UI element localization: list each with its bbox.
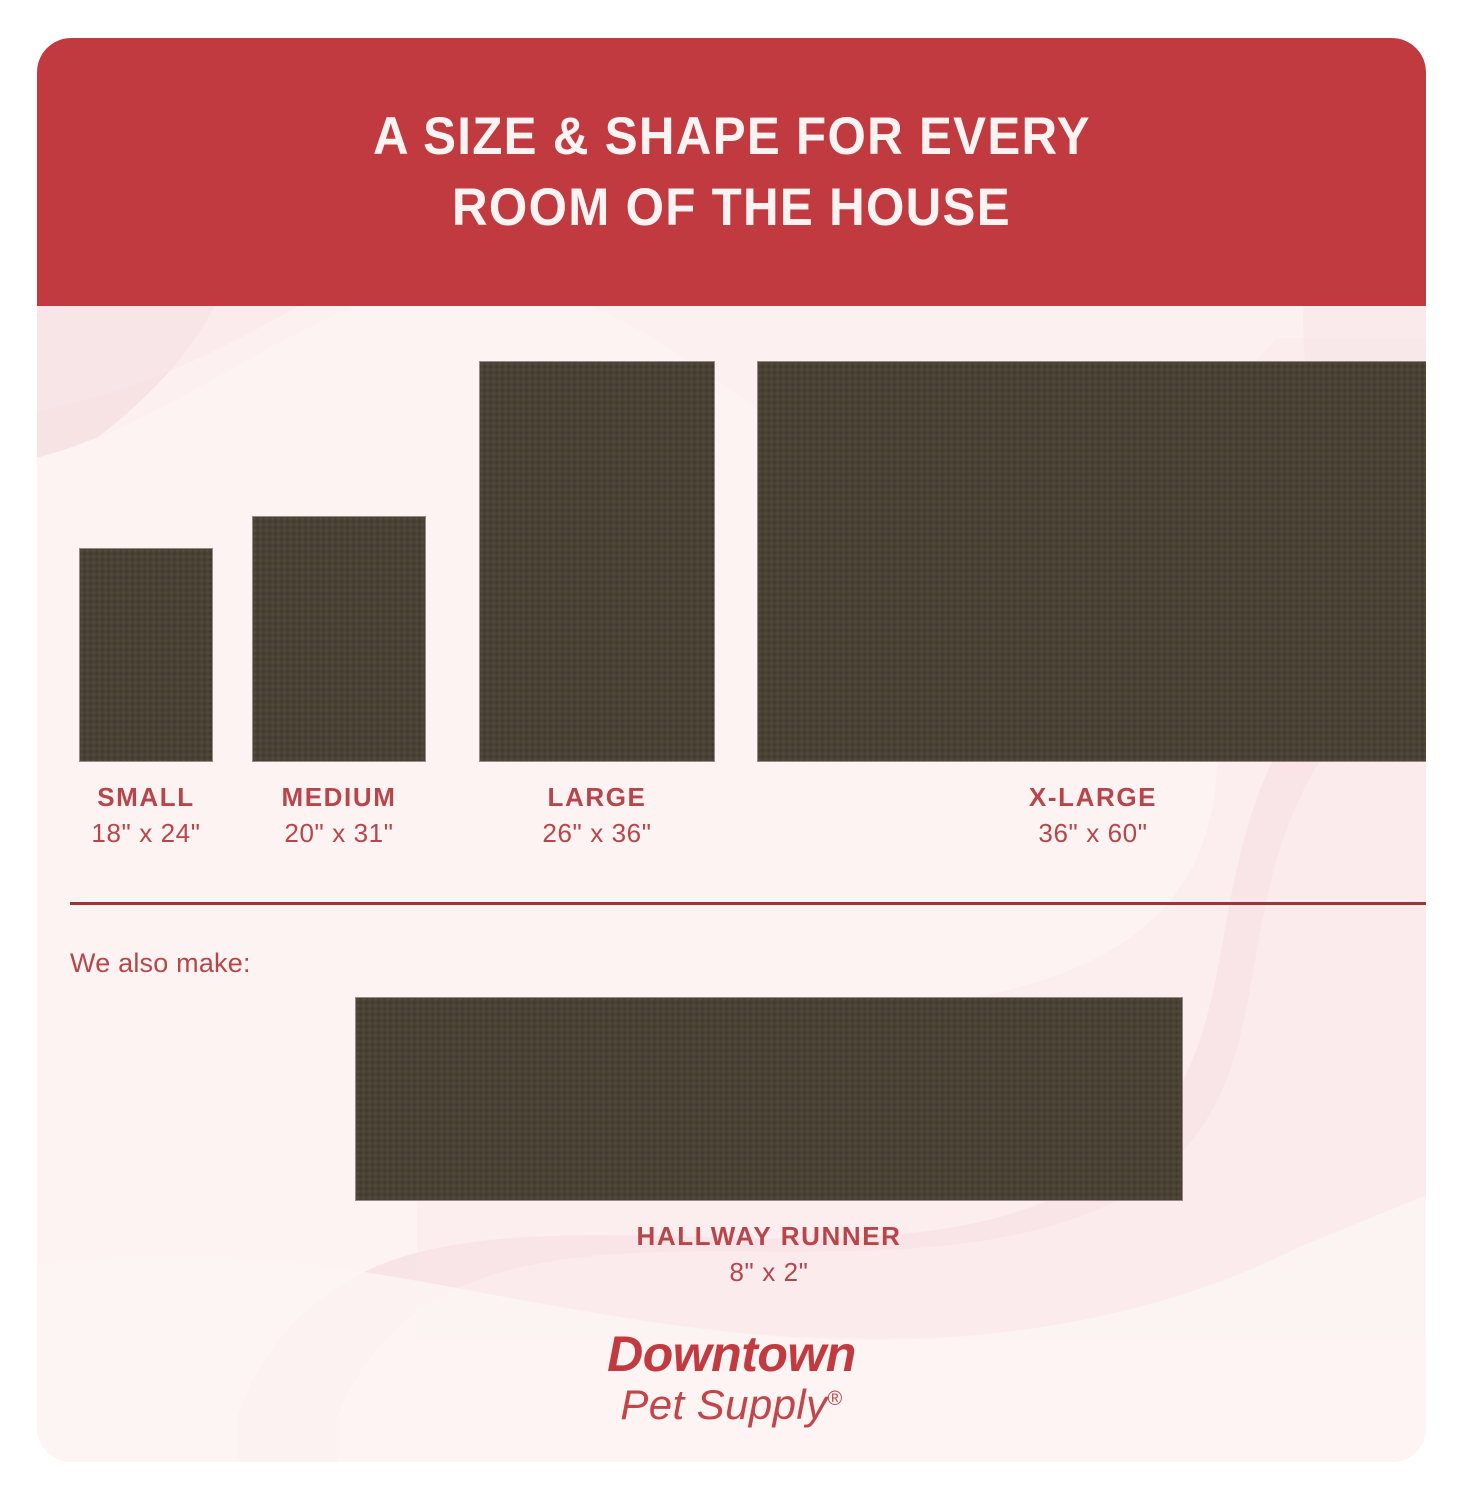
size-caption-xlarge: X-LARGE 36" x 60" [758,781,1426,849]
header-title-line-1: A SIZE & SHAPE FOR EVERY [372,106,1091,166]
size-label-large: LARGE [547,782,647,812]
size-caption-small: SMALL 18" x 24" [80,781,212,849]
size-label-medium: MEDIUM [281,782,397,812]
size-dims-small: 18" x 24" [91,818,201,849]
size-item-small: SMALL 18" x 24" [80,549,212,849]
size-label-small: SMALL [97,782,195,812]
brand-name-secondary: Pet Supply® [37,1381,1426,1428]
size-dims-medium: 20" x 31" [284,818,394,849]
mat-swatch-medium [253,517,425,761]
registered-trademark-icon: ® [827,1388,843,1410]
brand-name-secondary-text: Pet Supply [620,1381,828,1428]
size-dims-hallway-runner: 8" x 2" [729,1257,809,1288]
also-make-label: We also make: [70,948,251,978]
size-dims-xlarge: 36" x 60" [1038,818,1148,849]
mat-swatch-large [480,362,714,761]
product-size-card: A SIZE & SHAPE FOR EVERY ROOM OF THE HOU… [37,38,1426,1462]
brand-name-primary: Downtown [607,1326,856,1382]
size-caption-hallway-runner: HALLWAY RUNNER 8" x 2" [356,1220,1182,1288]
mat-swatch-hallway-runner [356,998,1182,1200]
size-item-medium: MEDIUM 20" x 31" [253,517,425,849]
mat-swatch-small [80,549,212,761]
size-label-hallway-runner: HALLWAY RUNNER [636,1221,902,1251]
header-title-line-2: ROOM OF THE HOUSE [452,178,1011,237]
section-divider [70,902,1426,905]
size-caption-large: LARGE 26" x 36" [480,781,714,849]
size-dims-large: 26" x 36" [542,818,652,849]
size-label-xlarge: X-LARGE [1028,782,1158,812]
brand-logo: Downtown Pet Supply® [37,1328,1426,1428]
size-caption-medium: MEDIUM 20" x 31" [253,781,425,849]
size-item-hallway-runner: HALLWAY RUNNER 8" x 2" [356,998,1182,1288]
mat-swatch-xlarge [758,362,1426,761]
size-comparison-group: SMALL 18" x 24" MEDIUM 20" x 31" LARGE 2… [37,306,1426,906]
header-banner: A SIZE & SHAPE FOR EVERY ROOM OF THE HOU… [37,38,1426,306]
size-item-large: LARGE 26" x 36" [480,362,714,849]
size-item-xlarge: X-LARGE 36" x 60" [758,362,1426,849]
